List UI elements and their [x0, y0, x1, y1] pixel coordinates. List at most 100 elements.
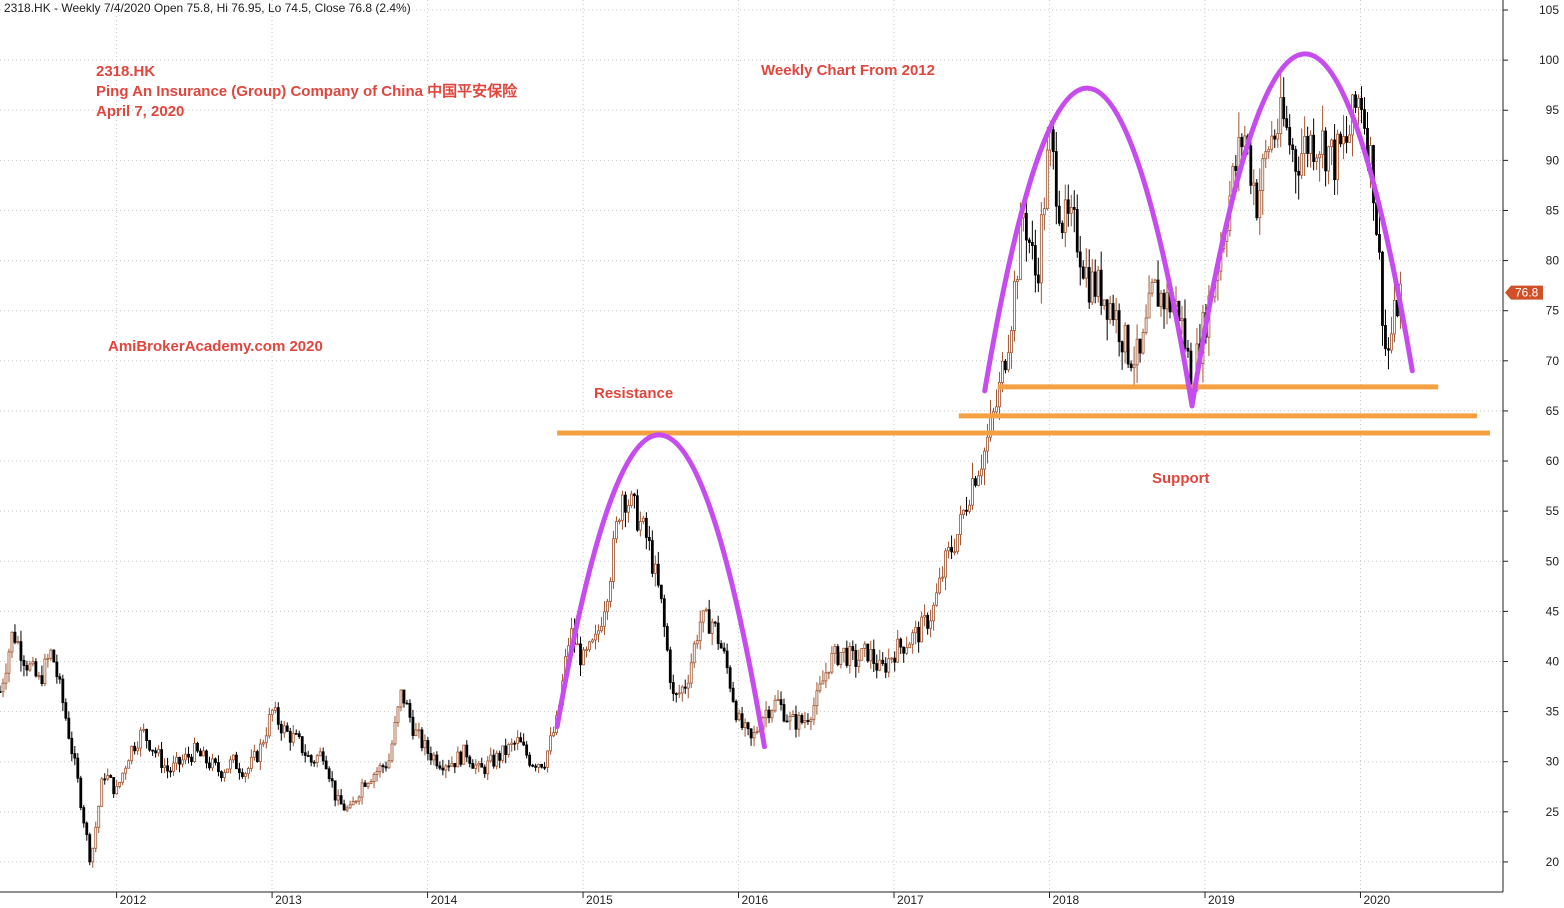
candle-body — [237, 768, 241, 774]
candle-body — [270, 709, 274, 716]
candle-body — [67, 717, 71, 739]
candle-body — [1180, 318, 1184, 322]
candle-body — [124, 767, 128, 774]
candle-body — [151, 749, 155, 752]
candle-body — [1294, 149, 1298, 172]
candle-body — [483, 766, 487, 775]
candle-body — [1093, 271, 1097, 297]
candle-body — [887, 658, 891, 673]
candle-body — [1117, 310, 1121, 343]
candle-body — [1183, 318, 1187, 349]
candle-body — [815, 690, 819, 707]
candle-body — [944, 550, 947, 578]
candle-body — [243, 773, 247, 777]
candle-body — [722, 647, 726, 652]
candle-body — [267, 714, 271, 737]
candle-body — [1075, 208, 1079, 253]
candle-body — [600, 625, 603, 632]
candle-body — [671, 682, 675, 695]
candle-body — [974, 478, 977, 486]
candle-body — [800, 715, 804, 723]
candle-body — [1240, 136, 1244, 148]
candle-body — [348, 804, 352, 809]
candle-body — [647, 537, 651, 541]
candle-body — [208, 762, 211, 769]
company-label: Ping An Insurance (Group) Company of Chi… — [96, 82, 518, 100]
y-tick-label: 70 — [1546, 354, 1560, 368]
candle-body — [531, 764, 535, 767]
candle-body — [489, 754, 493, 762]
candle-body — [1141, 332, 1145, 354]
x-tick-label: 2016 — [742, 893, 769, 907]
y-tick-label: 85 — [1546, 203, 1560, 217]
candle-body — [749, 728, 753, 739]
candle-body — [917, 626, 921, 643]
candle-body — [525, 744, 529, 756]
x-tick-label: 2015 — [586, 893, 613, 907]
candle-body — [276, 707, 280, 725]
candle-body — [1099, 269, 1103, 306]
candle-body — [118, 781, 122, 787]
candle-body — [755, 731, 759, 733]
y-tick-label: 25 — [1546, 805, 1560, 819]
candle-body — [1282, 97, 1286, 120]
candle-body — [175, 756, 178, 764]
y-tick-label: 65 — [1546, 404, 1560, 418]
candle-body — [791, 713, 795, 717]
candle-body — [1129, 363, 1133, 369]
y-tick-label: 30 — [1546, 755, 1560, 769]
candle-body — [710, 621, 714, 634]
y-tick-label: 90 — [1546, 153, 1560, 167]
candle-body — [818, 683, 822, 692]
candle-body — [297, 733, 301, 738]
candle-body — [432, 754, 436, 761]
candle-body — [1072, 207, 1076, 210]
y-tick-label: 100 — [1539, 53, 1559, 67]
candle-body — [821, 680, 825, 685]
candle-body — [926, 615, 930, 629]
candle-body — [971, 478, 974, 506]
candle-body — [504, 745, 508, 756]
candle-body — [980, 468, 983, 477]
candle-body — [740, 713, 744, 728]
candle-body — [223, 772, 226, 779]
candle-body — [1042, 208, 1046, 216]
candle-body — [836, 646, 840, 666]
candle-body — [300, 736, 304, 754]
candle-body — [773, 699, 777, 712]
candle-body — [1234, 165, 1238, 171]
candle-body — [1306, 136, 1310, 154]
candle-body — [632, 493, 636, 497]
candle-body — [61, 678, 65, 704]
candle-body — [585, 649, 588, 652]
candle-body — [64, 702, 68, 719]
candle-body — [187, 753, 190, 758]
candle-body — [1054, 151, 1058, 207]
candle-body — [1084, 267, 1088, 279]
candle-body — [659, 584, 663, 600]
candle-body — [788, 716, 792, 722]
candle-body — [674, 693, 678, 696]
candle-body — [477, 763, 481, 766]
candle-body — [872, 649, 876, 664]
candle-body — [324, 760, 328, 770]
candle-body — [193, 742, 196, 763]
candle-body — [252, 751, 256, 758]
y-tick-label: 20 — [1546, 855, 1560, 869]
candle-body — [306, 755, 310, 757]
candle-body — [357, 796, 361, 802]
x-axis-ticks: 2012 2013 2014 2015 2016 2017 2018 2019 2020 — [116, 892, 1390, 907]
candle-body — [420, 729, 424, 749]
candle-body — [43, 658, 47, 685]
candle-body — [683, 686, 687, 689]
candle-body — [396, 706, 400, 723]
candle-body — [450, 763, 454, 767]
x-tick-label: 2012 — [120, 893, 147, 907]
candle-body — [52, 649, 56, 663]
candle-body — [0, 691, 2, 693]
candle-body — [956, 534, 959, 553]
candle-body — [501, 745, 505, 761]
candle-body — [178, 756, 181, 765]
candle-body — [908, 643, 912, 649]
candle-body — [767, 709, 771, 719]
